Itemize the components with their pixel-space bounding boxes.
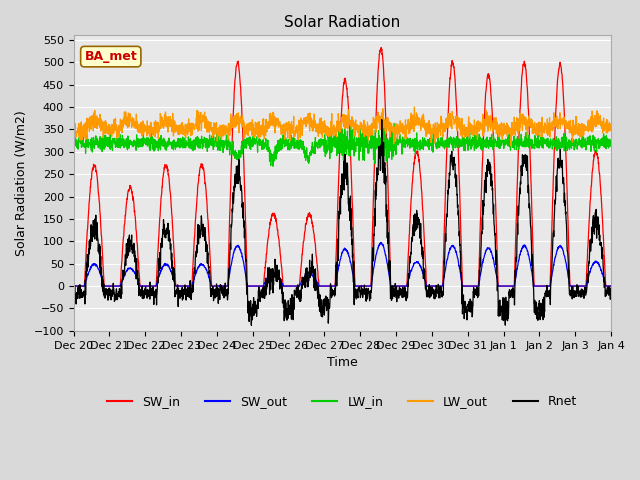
- LW_in: [358, 142, 365, 148]
- LW_out: [220, 132, 227, 138]
- SW_in: [560, 102, 568, 108]
- Rnet: [358, 286, 365, 291]
- Rnet: [575, 290, 583, 296]
- SW_in: [70, 283, 77, 289]
- Rnet: [378, 117, 386, 122]
- SW_out: [377, 240, 385, 245]
- Rnet: [607, 286, 615, 291]
- SW_out: [575, 283, 582, 289]
- LW_out: [369, 115, 377, 120]
- LW_out: [70, 132, 77, 138]
- Rnet: [370, 256, 378, 262]
- SW_in: [378, 45, 385, 50]
- SW_out: [369, 267, 377, 273]
- LW_out: [575, 126, 583, 132]
- Rnet: [248, 323, 255, 328]
- SW_in: [499, 283, 506, 289]
- SW_out: [220, 283, 227, 289]
- LW_out: [560, 115, 568, 121]
- Title: Solar Radiation: Solar Radiation: [284, 15, 401, 30]
- LW_in: [220, 142, 227, 147]
- SW_out: [70, 283, 77, 289]
- LW_in: [70, 137, 77, 143]
- LW_in: [575, 140, 583, 146]
- Line: LW_in: LW_in: [74, 120, 611, 170]
- LW_out: [411, 104, 419, 110]
- Y-axis label: Solar Radiation (W/m2): Solar Radiation (W/m2): [15, 110, 28, 256]
- LW_in: [377, 167, 385, 173]
- LW_in: [378, 117, 386, 122]
- Rnet: [499, 306, 507, 312]
- LW_out: [507, 143, 515, 149]
- Legend: SW_in, SW_out, LW_in, LW_out, Rnet: SW_in, SW_out, LW_in, LW_out, Rnet: [102, 390, 582, 413]
- SW_in: [220, 283, 227, 289]
- LW_out: [358, 126, 365, 132]
- LW_in: [560, 131, 568, 136]
- SW_in: [607, 283, 615, 289]
- SW_out: [358, 283, 365, 289]
- Rnet: [560, 181, 568, 187]
- LW_out: [499, 127, 506, 132]
- Line: LW_out: LW_out: [74, 107, 611, 146]
- Line: Rnet: Rnet: [74, 120, 611, 325]
- LW_out: [607, 127, 615, 132]
- Text: BA_met: BA_met: [84, 50, 137, 63]
- Line: SW_in: SW_in: [74, 48, 611, 286]
- SW_out: [607, 283, 615, 289]
- X-axis label: Time: Time: [327, 356, 358, 369]
- LW_in: [499, 138, 507, 144]
- LW_in: [607, 137, 615, 143]
- LW_in: [369, 146, 377, 152]
- SW_in: [575, 283, 582, 289]
- Rnet: [220, 287, 227, 293]
- Rnet: [70, 291, 77, 297]
- Line: SW_out: SW_out: [74, 242, 611, 286]
- SW_out: [499, 283, 506, 289]
- SW_in: [358, 283, 365, 289]
- SW_in: [369, 197, 377, 203]
- SW_out: [560, 252, 568, 257]
